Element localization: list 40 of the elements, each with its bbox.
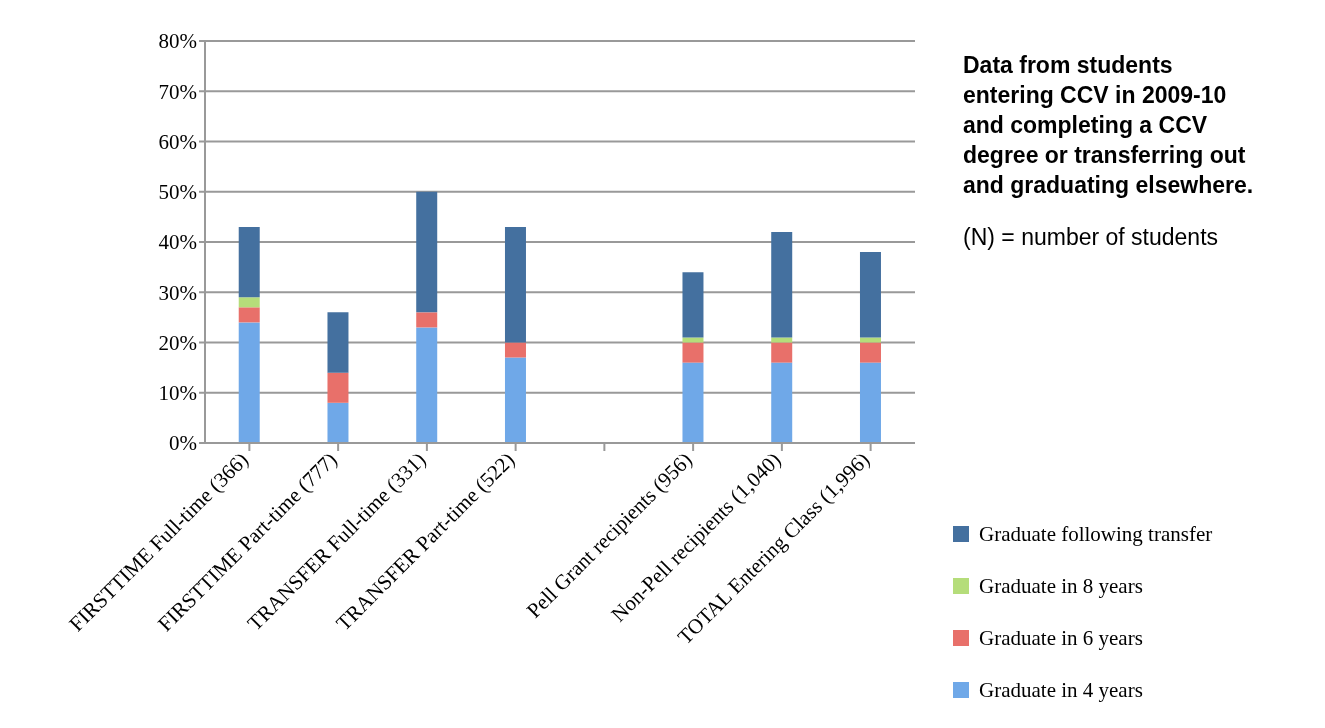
y-tick-label: 10%: [158, 381, 197, 406]
bar: [859, 362, 881, 443]
y-tick-label: 0%: [169, 431, 197, 456]
text: (N) = number of students: [963, 223, 1220, 252]
bar: [504, 342, 526, 358]
bar: [504, 226, 526, 343]
bar: [238, 307, 260, 323]
bar: [859, 342, 881, 363]
bar: [327, 312, 349, 373]
legend-label: Graduate in 6 years: [979, 625, 1143, 651]
bar: [771, 337, 793, 343]
text: Data from students entering CCV in 2009-10 and completing a CCV degree or transferring out and graduating elsewhere.: [963, 51, 1255, 200]
legend-label: Graduate following transfer: [979, 521, 1213, 547]
legend-label: Graduate in 8 years: [979, 573, 1143, 599]
bar: [682, 272, 704, 338]
y-tick-label: 50%: [158, 180, 197, 205]
bar: [238, 322, 260, 443]
y-tick-label: 30%: [158, 280, 197, 305]
bar: [859, 252, 881, 338]
bar: [327, 402, 349, 443]
bar: [504, 357, 526, 443]
bar: [771, 231, 793, 338]
bar: [238, 297, 260, 308]
bar: [416, 191, 438, 313]
bar: [682, 362, 704, 443]
bar: [771, 342, 793, 363]
bar: [682, 337, 704, 343]
y-tick-label: 20%: [158, 330, 197, 355]
bar: [416, 327, 438, 443]
bar: [416, 312, 438, 328]
bar: [327, 372, 349, 403]
bar: [771, 362, 793, 443]
bar: [859, 337, 881, 343]
bar: [682, 342, 704, 363]
bar: [238, 226, 260, 298]
legend-label: Graduate in 4 years: [979, 677, 1143, 703]
y-tick-label: 60%: [158, 129, 197, 154]
y-tick-label: 80%: [158, 29, 197, 54]
y-tick-label: 70%: [158, 79, 197, 104]
y-tick-label: 40%: [158, 230, 197, 255]
